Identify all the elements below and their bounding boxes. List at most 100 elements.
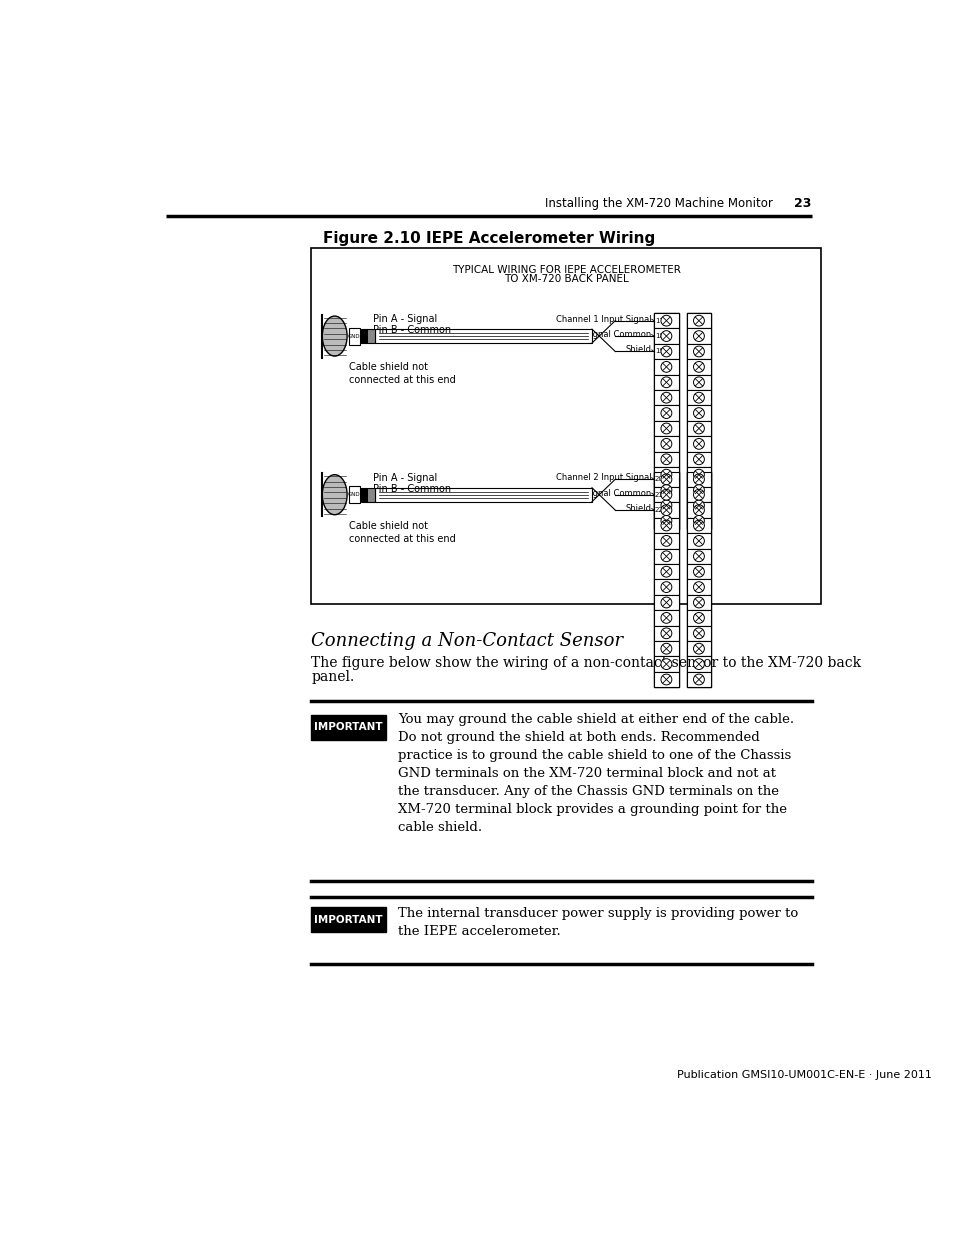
Bar [654,514,679,529]
Text: 19: 19 [654,348,663,354]
Bar [654,483,679,498]
Bar [686,421,711,436]
Text: 22: 22 [654,508,663,513]
Text: Shield: Shield [625,504,651,513]
Text: TYPICAL WIRING FOR IEPE ACCELEROMETER: TYPICAL WIRING FOR IEPE ACCELEROMETER [452,266,680,275]
Circle shape [660,489,671,500]
Circle shape [693,454,703,464]
Circle shape [660,393,671,403]
Circle shape [660,362,671,372]
Bar [654,359,679,374]
Text: Cable shield not
connected at this end: Cable shield not connected at this end [348,362,455,385]
Bar [686,472,711,487]
Text: TO XM-720 BACK PANEL: TO XM-720 BACK PANEL [503,274,628,284]
Bar [654,472,679,487]
Circle shape [660,315,671,326]
Bar [654,641,679,656]
Text: IMPORTANT: IMPORTANT [314,915,382,925]
Bar [654,487,679,503]
Circle shape [693,551,703,562]
Circle shape [693,346,703,357]
Circle shape [660,474,671,484]
Bar [654,564,679,579]
Bar [686,579,711,595]
Text: Cable shield not
connected at this end: Cable shield not connected at this end [348,521,455,545]
Bar [686,390,711,405]
Bar [375,330,592,343]
Bar [360,330,368,343]
Circle shape [693,505,703,515]
Text: Signal Common: Signal Common [585,489,651,498]
Bar [654,312,679,329]
Bar [686,343,711,359]
Circle shape [660,331,671,341]
Circle shape [660,469,671,480]
Circle shape [660,408,671,419]
Circle shape [660,505,671,515]
Bar [686,626,711,641]
Bar [654,374,679,390]
Bar [348,327,359,345]
Bar [654,329,679,343]
Text: 21: 21 [654,492,663,498]
Text: Channel 1 Input Signal: Channel 1 Input Signal [556,315,651,324]
Circle shape [693,469,703,480]
Text: The figure below show the wiring of a non-contact sensor to the XM-720 back: The figure below show the wiring of a no… [311,656,861,671]
Bar [654,548,679,564]
Bar [686,610,711,626]
Text: GND: GND [348,333,360,338]
Circle shape [693,362,703,372]
Bar [686,548,711,564]
Circle shape [693,489,703,500]
Bar [686,405,711,421]
Text: Pin A - Signal: Pin A - Signal [373,473,437,483]
Circle shape [660,582,671,593]
Bar [311,248,821,604]
Bar [654,312,679,529]
Circle shape [660,454,671,464]
Circle shape [693,331,703,341]
Text: 17: 17 [654,317,663,324]
Circle shape [693,674,703,685]
Bar [686,534,711,548]
Bar [686,641,711,656]
Text: Channel 2 Input Signal: Channel 2 Input Signal [556,473,651,482]
Text: Pin B - Common: Pin B - Common [373,325,451,335]
Circle shape [660,520,671,531]
Bar [686,514,711,529]
Circle shape [660,674,671,685]
Circle shape [660,346,671,357]
Circle shape [660,424,671,433]
Circle shape [660,627,671,638]
Circle shape [660,643,671,655]
Circle shape [660,438,671,450]
Bar [686,483,711,498]
Circle shape [693,408,703,419]
Bar [686,472,711,687]
Circle shape [693,658,703,669]
Text: 23: 23 [793,198,810,210]
Bar [311,908,385,932]
Bar [654,517,679,534]
Circle shape [660,613,671,624]
Text: 20: 20 [654,477,663,483]
Bar [686,672,711,687]
Bar [654,436,679,452]
Circle shape [693,613,703,624]
Bar [686,595,711,610]
Circle shape [660,567,671,577]
Circle shape [693,424,703,433]
Bar [686,467,711,483]
Bar [311,715,385,740]
Bar [654,452,679,467]
Bar [654,534,679,548]
Bar [654,405,679,421]
Ellipse shape [322,316,347,356]
Bar [654,626,679,641]
Bar [654,498,679,514]
Bar [654,343,679,359]
Circle shape [693,474,703,484]
Bar [686,436,711,452]
Text: You may ground the cable shield at either end of the cable.
Do not ground the sh: You may ground the cable shield at eithe… [397,714,794,835]
Bar [686,498,711,514]
